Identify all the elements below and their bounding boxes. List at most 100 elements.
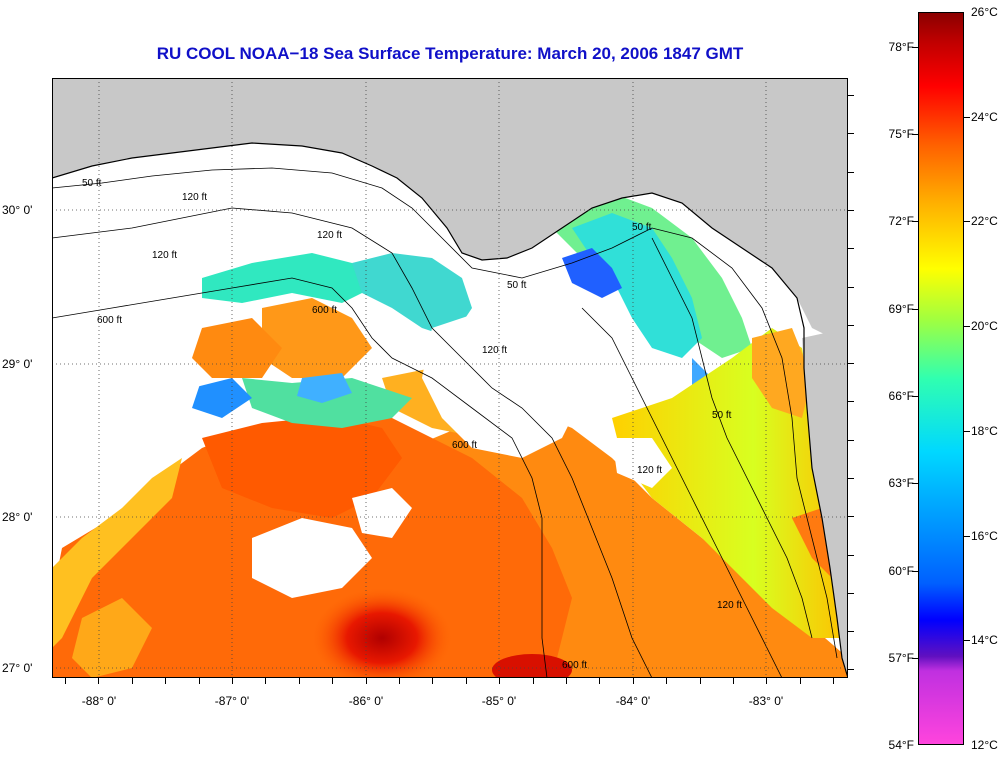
isobath-label: 120 ft <box>482 345 507 356</box>
map-tick-bottom <box>499 678 500 684</box>
longitude-label: -87° 0' <box>214 694 250 708</box>
colorbar-f-tick <box>912 571 918 572</box>
isobath-contours <box>52 167 838 678</box>
longitude-label: -84° 0' <box>615 694 651 708</box>
map-tick-bottom <box>265 678 266 684</box>
map-tick-bottom <box>833 678 834 684</box>
colorbar-c-label: 16°C <box>971 529 998 543</box>
colorbar-f-label: 63°F <box>888 476 914 490</box>
colorbar-f-tick <box>912 483 918 484</box>
colorbar-c-tick <box>964 221 970 222</box>
map-tick-right <box>848 248 854 249</box>
map-tick-right <box>848 516 854 517</box>
map-tick-right <box>848 172 854 173</box>
map-tick-bottom <box>65 678 66 684</box>
colorbar-c-tick <box>964 640 970 641</box>
colorbar-f-tick <box>912 47 918 48</box>
sst-map: 50 ft 120 ft 600 ft 50 ft 120 ft 600 ft … <box>52 78 848 678</box>
map-tick-bottom <box>599 678 600 684</box>
colorbar-f-label: 54°F <box>888 738 914 752</box>
sst-field <box>52 193 848 678</box>
map-border <box>52 78 848 678</box>
isobath-labels: 50 ft 120 ft 600 ft 50 ft 120 ft 600 ft … <box>82 178 742 671</box>
longitude-label: -88° 0' <box>81 694 117 708</box>
colorbar-c-tick <box>964 431 970 432</box>
isobath-label: 50 ft <box>82 178 102 189</box>
map-tick-bottom <box>98 678 99 684</box>
map-tick-bottom <box>432 678 433 684</box>
colorbar-f-label: 75°F <box>888 127 914 141</box>
map-tick-bottom <box>232 678 233 684</box>
map-tick-bottom <box>332 678 333 684</box>
isobath-label: 120 ft <box>152 250 177 261</box>
map-tick-bottom <box>700 678 701 684</box>
isobath-label: 120 ft <box>317 230 342 241</box>
isobath-label: 120 ft <box>182 192 207 203</box>
map-tick-bottom <box>199 678 200 684</box>
map-tick-bottom <box>132 678 133 684</box>
colorbar-c-tick <box>964 536 970 537</box>
map-tick-bottom <box>566 678 567 684</box>
map-tick-bottom <box>633 678 634 684</box>
colorbar-f-tick <box>912 396 918 397</box>
colorbar-c-label: 24°C <box>971 110 998 124</box>
map-tick-bottom <box>666 678 667 684</box>
colorbar-f-label: 72°F <box>888 214 914 228</box>
colorbar-f-tick <box>912 221 918 222</box>
isobath-label: 600 ft <box>452 440 477 451</box>
map-tick-right <box>848 555 854 556</box>
colorbar-f-label: 69°F <box>888 302 914 316</box>
isobath-label: 120 ft <box>637 465 662 476</box>
isobath-label: 50 ft <box>712 410 732 421</box>
colorbar-c-label: 12°C <box>971 738 998 752</box>
map-tick-right <box>848 440 854 441</box>
map-tick-bottom <box>733 678 734 684</box>
land-florida-peninsula <box>802 328 848 678</box>
chart-title: RU COOL NOAA−18 Sea Surface Temperature:… <box>156 44 744 63</box>
latitude-label: 29° 0' <box>2 357 33 371</box>
colorbar-c-label: 18°C <box>971 424 998 438</box>
map-tick-right <box>848 669 854 670</box>
colorbar-f-label: 78°F <box>888 40 914 54</box>
longitude-label: -85° 0' <box>481 694 517 708</box>
map-tick-right <box>848 210 854 211</box>
map-tick-right <box>848 133 854 134</box>
colorbar-c-tick <box>964 326 970 327</box>
latitude-label: 30° 0' <box>2 203 33 217</box>
colorbar-f-label: 57°F <box>888 651 914 665</box>
graticule <box>52 78 848 678</box>
colorbar-c-label: 20°C <box>971 319 998 333</box>
colorbar-c-label: 22°C <box>971 214 998 228</box>
map-tick-bottom <box>399 678 400 684</box>
map-tick-right <box>848 478 854 479</box>
map-tick-bottom <box>366 678 367 684</box>
colorbar-f-tick <box>912 134 918 135</box>
map-tick-right <box>848 593 854 594</box>
map-tick-bottom <box>299 678 300 684</box>
map-tick-right <box>848 401 854 402</box>
map-tick-right <box>848 631 854 632</box>
latitude-label: 27° 0' <box>2 661 33 675</box>
isobath-label: 600 ft <box>97 315 122 326</box>
colorbar-f-label: 60°F <box>888 564 914 578</box>
isobath-label: 120 ft <box>717 600 742 611</box>
map-tick-bottom <box>766 678 767 684</box>
land-north-coast <box>52 78 848 348</box>
map-tick-bottom <box>533 678 534 684</box>
colorbar-c-label: 26°C <box>971 5 998 19</box>
map-tick-bottom <box>466 678 467 684</box>
colorbar-f-label: 66°F <box>888 389 914 403</box>
latitude-label: 28° 0' <box>2 510 33 524</box>
longitude-label: -86° 0' <box>348 694 384 708</box>
map-tick-bottom <box>165 678 166 684</box>
colorbar-f-tick <box>912 658 918 659</box>
map-tick-right <box>848 287 854 288</box>
map-tick-right <box>848 95 854 96</box>
longitude-label: -83° 0' <box>748 694 784 708</box>
coastline <box>52 142 848 678</box>
map-tick-right <box>848 325 854 326</box>
colorbar-f-tick <box>912 309 918 310</box>
isobath-label: 600 ft <box>312 305 337 316</box>
map-tick-bottom <box>800 678 801 684</box>
temperature-colorbar <box>918 12 964 745</box>
